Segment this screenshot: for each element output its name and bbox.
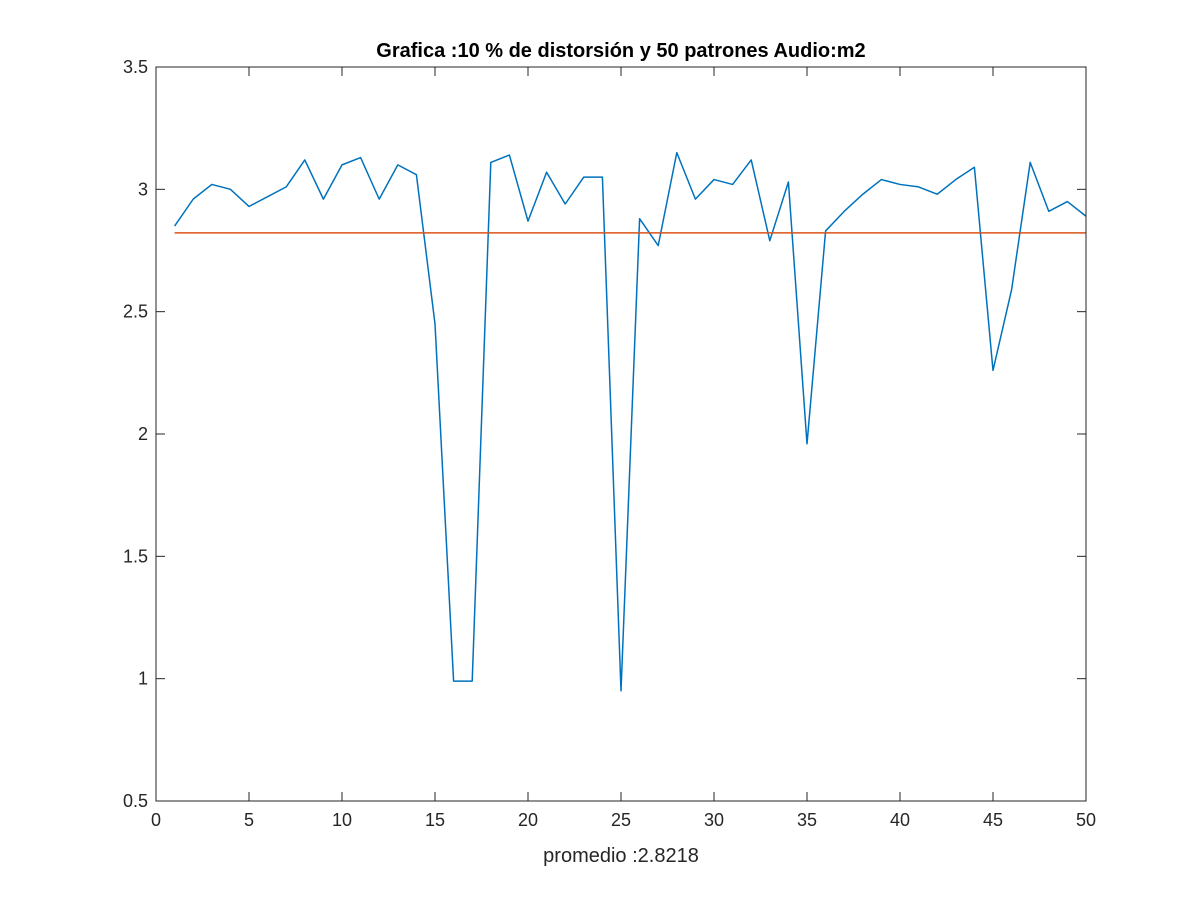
- x-tick-label: 30: [704, 810, 724, 830]
- x-tick-label: 50: [1076, 810, 1096, 830]
- y-tick-label: 3: [138, 179, 148, 199]
- x-tick-labels: 0 5 10 15 20 25 30 35 40 45 50: [151, 810, 1096, 830]
- y-tick-label: 3.5: [123, 57, 148, 77]
- series-layer: [173, 151, 1087, 692]
- x-tick-label: 15: [425, 810, 445, 830]
- y-tick-label: 1: [138, 669, 148, 689]
- x-tick-label: 20: [518, 810, 538, 830]
- y-tick-label: 0.5: [123, 791, 148, 811]
- x-tick-label: 10: [332, 810, 352, 830]
- axes-box: [155, 66, 1087, 802]
- y-tick-label: 2.5: [123, 302, 148, 322]
- x-tick-label: 25: [611, 810, 631, 830]
- y-tick-labels: 0.5 1 1.5 2 2.5 3 3.5: [123, 57, 148, 811]
- data-series-line: [173, 151, 1087, 692]
- x-axis-label: promedio :2.8218: [543, 845, 699, 867]
- x-tick-label: 35: [797, 810, 817, 830]
- y-tick-label: 2: [138, 424, 148, 444]
- y-tick-label: 1.5: [123, 546, 148, 566]
- chart-title: Grafica :10 % de distorsión y 50 patrone…: [376, 40, 865, 62]
- x-tick-label: 0: [151, 810, 161, 830]
- x-tick-label: 45: [983, 810, 1003, 830]
- x-tick-label: 40: [890, 810, 910, 830]
- x-tick-label: 5: [244, 810, 254, 830]
